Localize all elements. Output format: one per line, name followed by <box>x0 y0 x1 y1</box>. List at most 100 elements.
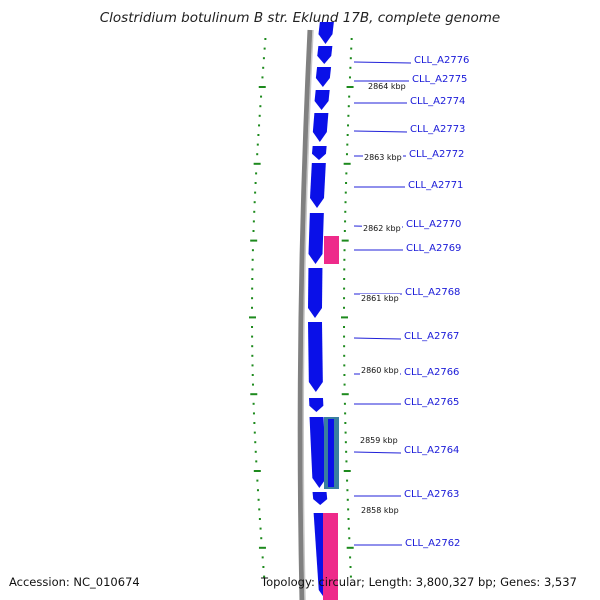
minor-tick <box>343 258 346 261</box>
leader-line <box>353 61 412 64</box>
minor-tick <box>256 489 259 492</box>
label-leader-lines <box>353 61 412 546</box>
minor-tick <box>263 47 266 50</box>
minor-tick <box>343 374 346 376</box>
minor-tick <box>251 297 254 300</box>
gene-label[interactable]: CLL_A2769 <box>406 243 462 254</box>
major-tick <box>343 162 351 165</box>
minor-tick <box>349 566 352 568</box>
gene-label[interactable]: CLL_A2771 <box>408 180 464 191</box>
minor-tick <box>264 38 267 40</box>
major-tick <box>258 546 266 549</box>
minor-tick <box>343 306 346 309</box>
minor-tick <box>345 450 348 453</box>
gene-label[interactable]: CLL_A2773 <box>410 124 466 135</box>
gene-arrow <box>318 22 334 44</box>
major-tick <box>258 86 266 88</box>
minor-tick <box>251 287 254 290</box>
minor-tick <box>252 402 255 405</box>
scale-label: 2863 kbp <box>363 153 403 162</box>
gene-arrow <box>308 213 324 264</box>
minor-tick <box>343 354 346 357</box>
feature-track <box>323 236 339 600</box>
major-tick <box>346 86 354 88</box>
minor-tick <box>258 518 261 520</box>
minor-tick <box>263 575 266 578</box>
feature-block <box>323 513 338 600</box>
minor-tick <box>344 412 347 415</box>
leader-line <box>353 337 402 340</box>
minor-tick <box>260 95 263 98</box>
minor-tick <box>256 143 259 146</box>
minor-tick <box>252 412 255 415</box>
minor-tick <box>261 76 264 79</box>
minor-tick <box>343 249 346 252</box>
minor-tick <box>345 172 348 175</box>
minor-tick <box>347 518 350 520</box>
gene-label[interactable]: CLL_A2765 <box>404 397 460 408</box>
minor-tick <box>251 268 254 271</box>
major-tick <box>343 470 351 472</box>
leader-line <box>353 130 408 133</box>
leader-line <box>353 451 402 454</box>
minor-tick <box>252 230 255 232</box>
scale-label: 2862 kbp <box>362 224 402 233</box>
gene-label[interactable]: CLL_A2764 <box>404 445 460 456</box>
gene-label[interactable]: CLL_A2770 <box>406 219 462 230</box>
minor-tick <box>261 556 264 559</box>
minor-tick <box>346 479 349 482</box>
minor-tick <box>344 210 347 213</box>
minor-tick <box>253 422 256 424</box>
gene-label[interactable]: CLL_A2776 <box>414 55 470 66</box>
minor-tick <box>344 220 347 223</box>
minor-tick <box>343 326 346 328</box>
gene-label[interactable]: CLL_A2768 <box>405 287 461 298</box>
gene-label[interactable]: CLL_A2767 <box>404 331 460 342</box>
gene-label[interactable]: CLL_A2775 <box>412 74 468 85</box>
minor-tick <box>262 57 265 60</box>
gene-arrow <box>309 417 327 488</box>
minor-tick <box>347 508 350 511</box>
major-tick <box>249 316 257 319</box>
minor-tick <box>251 364 254 367</box>
minor-tick <box>347 114 350 117</box>
minor-tick <box>253 210 256 213</box>
major-tick <box>250 393 258 396</box>
minor-tick <box>343 402 346 405</box>
minor-tick <box>346 498 349 501</box>
minor-tick <box>256 153 259 156</box>
minor-tick <box>345 182 348 184</box>
minor-tick <box>257 498 260 501</box>
gene-arrow <box>308 322 323 392</box>
major-tick <box>253 470 261 472</box>
minor-tick <box>256 479 259 482</box>
minor-tick <box>262 66 265 69</box>
major-tick <box>341 239 349 242</box>
minor-tick <box>344 191 347 194</box>
gene-label[interactable]: CLL_A2766 <box>404 367 460 378</box>
minor-tick <box>255 172 258 175</box>
minor-tick <box>349 575 352 578</box>
minor-tick <box>348 537 351 540</box>
minor-tick <box>253 431 256 434</box>
minor-tick <box>251 258 254 261</box>
minor-tick <box>343 383 346 386</box>
gene-label[interactable]: CLL_A2774 <box>410 96 466 107</box>
minor-tick <box>350 38 353 40</box>
gene-arrow <box>310 163 326 208</box>
minor-tick <box>251 345 254 348</box>
minor-tick <box>343 230 346 232</box>
minor-tick <box>344 431 347 434</box>
gene-label[interactable]: CLL_A2762 <box>405 538 461 549</box>
gene-label[interactable]: CLL_A2772 <box>409 149 465 160</box>
minor-tick <box>349 556 352 559</box>
minor-tick <box>258 114 261 117</box>
gene-arrow <box>308 398 324 412</box>
minor-tick <box>251 326 254 328</box>
minor-tick <box>350 47 353 50</box>
minor-tick <box>251 354 254 357</box>
major-tick <box>250 239 258 242</box>
scale-label: 2859 kbp <box>359 436 399 445</box>
gene-label[interactable]: CLL_A2763 <box>404 489 460 500</box>
